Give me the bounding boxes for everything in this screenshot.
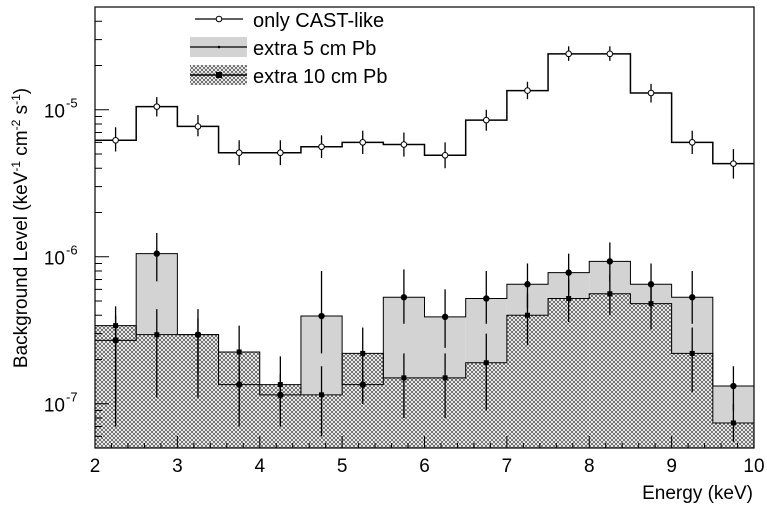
y-tick-label: 10 bbox=[44, 249, 65, 270]
marker-5cm-6 bbox=[359, 381, 366, 388]
marker-5cm-4 bbox=[277, 391, 284, 399]
marker-10cm-3 bbox=[236, 349, 242, 355]
x-tick-label: 6 bbox=[419, 456, 430, 477]
marker-5cm-9 bbox=[483, 295, 490, 302]
error-bars bbox=[114, 46, 735, 442]
markers bbox=[112, 50, 737, 426]
marker-5cm-13 bbox=[647, 281, 655, 288]
y-tick-label: 10 bbox=[44, 102, 65, 123]
legend-label-10cm: extra 10 cm Pb bbox=[253, 66, 388, 88]
bar-10cm-12 bbox=[589, 293, 631, 448]
marker-10cm-1 bbox=[154, 332, 160, 338]
x-tick-label: 7 bbox=[502, 456, 513, 477]
marker-cast-15 bbox=[730, 160, 737, 167]
step-line-cast bbox=[95, 53, 754, 165]
y-axis-label-mid2: s bbox=[11, 105, 32, 120]
marker-10cm-13 bbox=[648, 301, 654, 307]
y-tick-label: 10 bbox=[44, 396, 65, 417]
marker-cast-2 bbox=[194, 123, 202, 130]
marker-5cm-14 bbox=[689, 294, 696, 301]
histogram-fills bbox=[95, 253, 754, 448]
marker-5cm-0 bbox=[112, 337, 119, 344]
marker-10cm-7 bbox=[401, 375, 407, 381]
x-axis-label: Energy (keV) bbox=[642, 483, 753, 504]
marker-10cm-10 bbox=[524, 312, 530, 318]
marker-10cm-6 bbox=[360, 350, 366, 356]
marker-5cm-5 bbox=[318, 312, 325, 320]
y-tick-exp: -5 bbox=[66, 96, 78, 111]
marker-10cm-5 bbox=[319, 392, 325, 398]
marker-10cm-11 bbox=[566, 295, 572, 301]
legend-marker-cast bbox=[215, 15, 223, 23]
y-tick-base: 10 bbox=[44, 102, 65, 123]
marker-cast-5 bbox=[318, 143, 325, 151]
bar-10cm-11 bbox=[548, 298, 590, 448]
marker-cast-3 bbox=[235, 149, 243, 157]
legend-label-5cm: extra 5 cm Pb bbox=[253, 38, 376, 60]
legend: only CAST-like extra 5 cm Pb extra 10 cm… bbox=[190, 10, 388, 88]
legend-marker-5cm bbox=[217, 45, 221, 49]
marker-10cm-4 bbox=[277, 382, 283, 388]
x-tick-label: 8 bbox=[584, 456, 595, 477]
marker-10cm-0 bbox=[113, 323, 119, 329]
marker-cast-11 bbox=[565, 50, 572, 58]
marker-10cm-8 bbox=[442, 375, 448, 381]
x-tick-label: 9 bbox=[666, 456, 677, 477]
marker-cast-14 bbox=[688, 139, 696, 146]
y-tick-exp: -7 bbox=[66, 390, 78, 405]
y-axis-label-mid: cm bbox=[11, 130, 32, 161]
marker-cast-7 bbox=[400, 141, 408, 148]
marker-cast-9 bbox=[482, 116, 490, 124]
marker-cast-4 bbox=[277, 149, 284, 157]
marker-5cm-3 bbox=[235, 381, 243, 388]
marker-5cm-11 bbox=[565, 269, 572, 276]
marker-5cm-12 bbox=[606, 258, 614, 265]
marker-10cm-9 bbox=[483, 360, 489, 366]
marker-10cm-12 bbox=[607, 291, 613, 297]
y-tick-exp: -6 bbox=[66, 243, 78, 258]
y-axis-label-main: Background Level (keV bbox=[11, 171, 32, 368]
legend-label-cast: only CAST-like bbox=[253, 10, 384, 32]
marker-cast-8 bbox=[441, 151, 449, 159]
marker-cast-1 bbox=[153, 103, 161, 110]
marker-cast-10 bbox=[524, 87, 531, 94]
marker-5cm-1 bbox=[153, 250, 160, 257]
x-tick-label: 5 bbox=[337, 456, 348, 477]
x-tick-label: 2 bbox=[90, 456, 101, 477]
x-tick-label: 10 bbox=[743, 456, 764, 477]
marker-10cm-15 bbox=[730, 420, 736, 426]
legend-marker-10cm bbox=[216, 72, 222, 78]
x-tick-label: 4 bbox=[254, 456, 265, 477]
marker-cast-0 bbox=[112, 136, 119, 144]
y-axis-label-end: ) bbox=[11, 88, 32, 94]
y-axis-label-exp1: -1 bbox=[9, 161, 23, 172]
y-axis-label-exp3: -1 bbox=[9, 94, 23, 105]
marker-cast-13 bbox=[647, 89, 655, 97]
marker-5cm-15 bbox=[730, 382, 737, 390]
y-tick-base: 10 bbox=[44, 249, 65, 270]
marker-cast-6 bbox=[359, 139, 367, 146]
marker-5cm-7 bbox=[400, 294, 408, 301]
y-axis-label: Background Level (keV-1 cm-2 s-1) bbox=[9, 88, 32, 368]
marker-10cm-14 bbox=[689, 350, 695, 356]
y-tick-base: 10 bbox=[44, 396, 65, 417]
marker-10cm-2 bbox=[195, 332, 201, 338]
y-axis-label-exp2: -2 bbox=[9, 119, 23, 130]
x-tick-label: 3 bbox=[172, 456, 183, 477]
marker-cast-12 bbox=[606, 50, 614, 58]
marker-5cm-8 bbox=[441, 313, 449, 321]
marker-5cm-10 bbox=[524, 281, 531, 288]
